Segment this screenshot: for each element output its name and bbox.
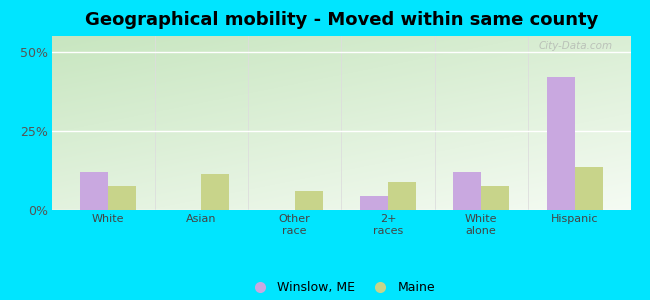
Title: Geographical mobility - Moved within same county: Geographical mobility - Moved within sam… <box>84 11 598 29</box>
Bar <box>481 186 509 210</box>
Bar <box>294 191 322 210</box>
Bar <box>202 174 229 210</box>
Bar <box>453 172 481 210</box>
Bar <box>80 172 108 210</box>
Bar <box>388 182 416 210</box>
Bar <box>547 77 575 210</box>
Bar <box>108 186 136 210</box>
Bar <box>360 196 388 210</box>
Bar <box>575 167 603 210</box>
Legend: Winslow, ME, Maine: Winslow, ME, Maine <box>242 277 440 299</box>
Text: City-Data.com: City-Data.com <box>539 41 613 51</box>
